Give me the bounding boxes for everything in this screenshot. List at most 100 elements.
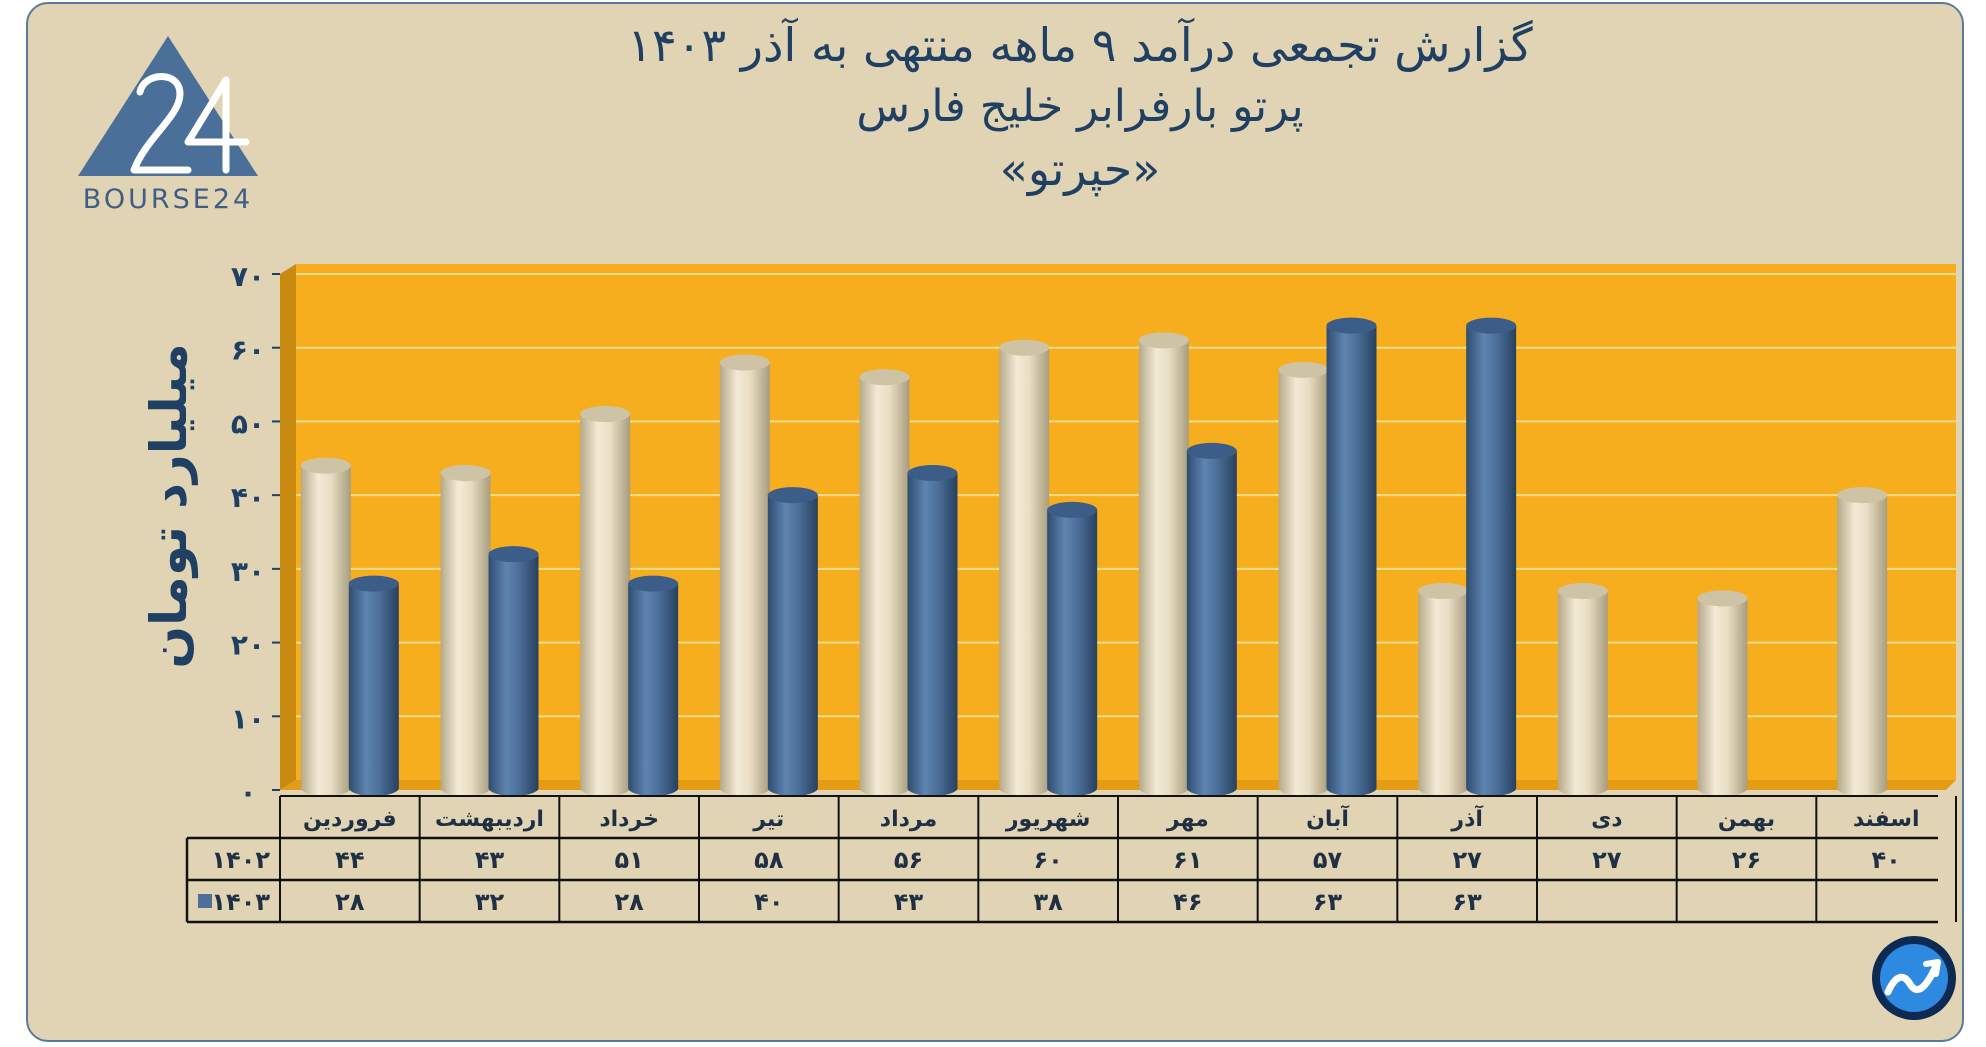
data-label: ۶۱ <box>1173 846 1202 874</box>
bar-top <box>1326 317 1377 334</box>
bar-body <box>1418 590 1469 796</box>
y-tick-label: ۳۰ <box>231 555 265 588</box>
bar-1402 <box>580 406 631 796</box>
x-tick-label: شهریور <box>1005 807 1091 832</box>
y-tick-label: ۱۰ <box>231 702 265 735</box>
plot-area <box>296 264 1956 780</box>
bar-top <box>488 546 539 563</box>
data-label: ۴۳ <box>894 888 924 916</box>
data-label: ۲۷ <box>1592 846 1622 874</box>
bar-top <box>440 465 491 482</box>
bar-body <box>859 377 910 796</box>
x-tick-label: فروردین <box>303 807 397 832</box>
bar-top <box>1466 317 1517 334</box>
legend-label-1402: ۱۴۰۲ <box>211 846 270 874</box>
chart-title: گزارش تجمعی درآمد ۹ ماهه منتهی به آذر ۱۴… <box>480 14 1680 200</box>
bar-body <box>907 473 958 796</box>
bar-1403 <box>488 546 539 796</box>
bar-top <box>859 369 910 386</box>
x-tick-label: خرداد <box>599 807 659 832</box>
bar-1403 <box>1186 442 1237 796</box>
bar-top <box>300 457 351 474</box>
data-label: ۴۳ <box>475 846 505 874</box>
bar-body <box>1278 369 1329 796</box>
bar-body <box>999 347 1050 796</box>
bar-1403 <box>348 575 399 796</box>
bar-1403 <box>1326 317 1377 796</box>
title-line-2: پرتو بارفرابر خلیج فارس <box>856 81 1304 132</box>
bar-body <box>1837 495 1888 796</box>
trend-arrow-icon <box>1872 936 1956 1020</box>
bar-body <box>348 583 399 796</box>
bar-body <box>1047 509 1098 796</box>
data-label: ۴۰ <box>754 888 783 916</box>
bar-body <box>1466 325 1517 796</box>
data-label: ۲۸ <box>615 888 645 916</box>
bar-top <box>1418 582 1469 599</box>
bar-1403 <box>767 487 818 796</box>
bar-body <box>1557 590 1608 796</box>
y-tick-label: ۵۰ <box>231 407 265 440</box>
bar-1402 <box>719 354 770 796</box>
legend-label-1403: ۱۴۰۳ <box>211 888 270 916</box>
data-label: ۲۶ <box>1732 846 1761 874</box>
bar-top <box>580 406 631 423</box>
bar-1402 <box>1697 590 1748 796</box>
bar-1402 <box>1278 361 1329 796</box>
bar-1403 <box>1466 317 1517 796</box>
data-label: ۵۶ <box>894 846 923 874</box>
x-tick-label: آذر <box>1450 804 1483 832</box>
data-label: ۳۲ <box>475 888 505 916</box>
bar-1403 <box>1047 501 1098 796</box>
bar-body <box>628 583 679 796</box>
plot-floor <box>280 780 1956 790</box>
bar-body <box>300 465 351 796</box>
bar-top <box>719 354 770 371</box>
data-label: ۲۸ <box>335 888 365 916</box>
bar-body <box>767 495 818 796</box>
bar-1402 <box>300 457 351 796</box>
data-label: ۴۶ <box>1173 888 1202 916</box>
bar-body <box>488 554 539 796</box>
y-tick-label: ۴۰ <box>231 481 265 514</box>
legend-swatch-1403 <box>198 894 212 908</box>
bar-top <box>1047 501 1098 518</box>
bar-1402 <box>440 465 491 796</box>
data-label: ۵۱ <box>615 846 644 874</box>
bar-top <box>1697 590 1748 607</box>
data-label: ۴۰ <box>1872 846 1901 874</box>
bar-1402 <box>1138 332 1189 796</box>
bar-top <box>1186 442 1237 459</box>
y-tick-label: ۲۰ <box>231 629 265 662</box>
data-label: ۵۷ <box>1313 846 1343 874</box>
bar-top <box>628 575 679 592</box>
y-tick-label: ۷۰ <box>231 260 265 293</box>
bar-body <box>580 414 631 796</box>
bar-1403 <box>628 575 679 796</box>
bar-top <box>1278 361 1329 378</box>
bar-1402 <box>859 369 910 796</box>
title-line-1: گزارش تجمعی درآمد ۹ ماهه منتهی به آذر ۱۴… <box>627 18 1533 72</box>
bar-body <box>1697 598 1748 796</box>
bar-top <box>1138 332 1189 349</box>
data-label: ۲۷ <box>1453 846 1483 874</box>
bar-top <box>767 487 818 504</box>
bar-body <box>719 362 770 796</box>
bar-top <box>1557 582 1608 599</box>
y-axis-label: میلیارد تومان <box>140 343 199 668</box>
x-tick-label: آبان <box>1306 804 1349 832</box>
plot-side-wall <box>280 264 296 790</box>
bar-1402 <box>999 339 1050 796</box>
bar-body <box>1138 340 1189 796</box>
data-label: ۴۴ <box>335 846 364 874</box>
bar-top <box>907 465 958 482</box>
x-tick-label: دی <box>1591 807 1622 832</box>
data-label: ۶۳ <box>1313 888 1343 916</box>
bar-body <box>440 473 491 796</box>
bar-top <box>1837 487 1888 504</box>
x-tick-label: اردیبهشت <box>435 807 544 832</box>
y-tick-label: ۶۰ <box>231 334 265 367</box>
bar-1402 <box>1557 582 1608 796</box>
data-label: ۳۸ <box>1034 888 1064 916</box>
